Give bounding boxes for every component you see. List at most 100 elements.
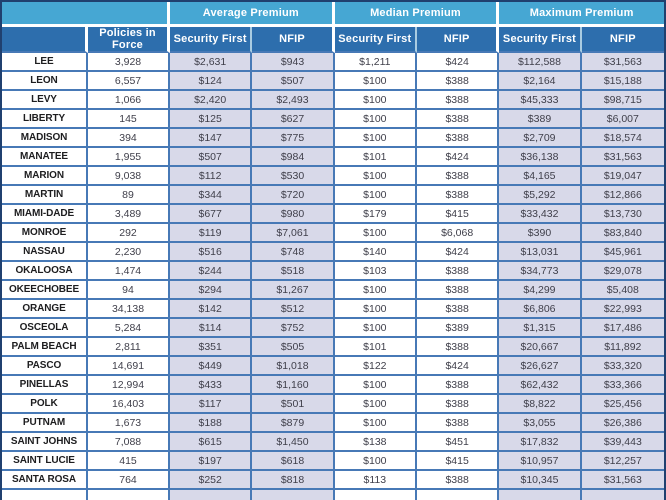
policies-cell: 6,557 bbox=[88, 72, 170, 91]
avg-nfip-cell: $2,493 bbox=[252, 91, 335, 110]
med-security-first-cell: $100 bbox=[334, 452, 417, 471]
med-nfip-cell: $388 bbox=[416, 72, 500, 91]
avg-security-first-cell: $507 bbox=[170, 148, 253, 167]
policies-cell: 16,403 bbox=[88, 395, 170, 414]
avg-nfip-cell: $720 bbox=[252, 186, 335, 205]
avg-security-first-cell: $114 bbox=[170, 319, 253, 338]
med-nfip-cell: $388 bbox=[416, 110, 500, 129]
corner-cell bbox=[2, 2, 170, 27]
table-row: PASCO 14,691 $449 $1,018 $122 $424 $26,6… bbox=[2, 357, 664, 376]
policies-cell: 1,673 bbox=[88, 414, 170, 433]
avg-security-first-cell: $344 bbox=[170, 186, 253, 205]
county-cell: PUTNAM bbox=[2, 414, 88, 433]
med-nfip-cell: $388 bbox=[416, 414, 500, 433]
table-row: SAINT LUCIE 415 $197 $618 $100 $415 $10,… bbox=[2, 452, 664, 471]
county-cell: PINELLAS bbox=[2, 376, 88, 395]
table-row: OKEECHOBEE 94 $294 $1,267 $100 $388 $4,2… bbox=[2, 281, 664, 300]
max-nfip-cell: $15,188 bbox=[581, 72, 664, 91]
med-security-first-cell: $100 bbox=[334, 281, 417, 300]
policies-cell: 3,489 bbox=[88, 205, 170, 224]
max-nfip-cell: $31,563 bbox=[581, 471, 664, 490]
avg-security-first-cell: $147 bbox=[170, 129, 253, 148]
policies-cell: 94 bbox=[88, 281, 170, 300]
avg-nfip-cell: $943 bbox=[252, 53, 335, 72]
med-security-first-cell: $100 bbox=[334, 395, 417, 414]
max-security-first-cell: $390 bbox=[499, 224, 582, 243]
group-header-maximum-premium: Maximum Premium bbox=[499, 2, 664, 27]
policies-cell: 7,088 bbox=[88, 433, 170, 452]
avg-security-first-cell: $2,631 bbox=[170, 53, 253, 72]
county-cell: SAINT LUCIE bbox=[2, 452, 88, 471]
policies-cell: 764 bbox=[88, 471, 170, 490]
table-row: OKALOOSA 1,474 $244 $518 $103 $388 $34,7… bbox=[2, 262, 664, 281]
avg-security-first-cell: $351 bbox=[170, 338, 253, 357]
avg-security-first-cell: $677 bbox=[170, 205, 253, 224]
group-header-average-premium: Average Premium bbox=[170, 2, 335, 27]
med-security-first-cell: $100 bbox=[334, 91, 417, 110]
table-row: MADISON 394 $147 $775 $100 $388 $2,709 $… bbox=[2, 129, 664, 148]
max-security-first-cell: $10,957 bbox=[499, 452, 582, 471]
max-nfip-cell: $18,574 bbox=[581, 129, 664, 148]
county-cell: SANTA ROSA bbox=[2, 471, 88, 490]
county-column-header bbox=[2, 27, 88, 53]
policies-cell: 145 bbox=[88, 110, 170, 129]
max-security-first-cell: $8,822 bbox=[499, 395, 582, 414]
max-nfip-cell: $6,007 bbox=[581, 110, 664, 129]
med-security-first-cell: $122 bbox=[334, 357, 417, 376]
avg-security-first-cell: $2,420 bbox=[170, 91, 253, 110]
max-nfip-cell: $29,078 bbox=[581, 262, 664, 281]
med-security-first-cell: $100 bbox=[334, 186, 417, 205]
table-header: Average Premium Median Premium Maximum P… bbox=[2, 2, 664, 53]
policies-cell: 9,038 bbox=[88, 167, 170, 186]
max-nfip-cell: $83,840 bbox=[581, 224, 664, 243]
max-security-first-header: Security First bbox=[499, 27, 582, 53]
county-cell: MARTIN bbox=[2, 186, 88, 205]
avg-security-first-cell: $449 bbox=[170, 357, 253, 376]
max-nfip-header: NFIP bbox=[581, 27, 664, 53]
max-nfip-cell: $31,563 bbox=[581, 148, 664, 167]
med-security-first-cell: $140 bbox=[334, 243, 417, 262]
avg-nfip-cell: $752 bbox=[252, 319, 335, 338]
avg-nfip-cell: $1,267 bbox=[252, 281, 335, 300]
med-security-first-cell: $103 bbox=[334, 262, 417, 281]
avg-security-first-cell: $197 bbox=[170, 452, 253, 471]
med-nfip-cell: $388 bbox=[416, 471, 500, 490]
med-security-first-cell: $100 bbox=[334, 319, 417, 338]
max-security-first-cell: $62,432 bbox=[499, 376, 582, 395]
max-nfip-cell: $13,730 bbox=[581, 205, 664, 224]
avg-security-first-cell: $117 bbox=[170, 395, 253, 414]
avg-nfip-cell: $7,061 bbox=[252, 224, 335, 243]
med-nfip-cell: $388 bbox=[416, 129, 500, 148]
med-security-first-cell: $101 bbox=[334, 338, 417, 357]
table-row: LEVY 1,066 $2,420 $2,493 $100 $388 $45,3… bbox=[2, 91, 664, 110]
avg-nfip-cell: $1,018 bbox=[252, 357, 335, 376]
max-security-first-cell: $2,164 bbox=[499, 72, 582, 91]
med-nfip-cell: $388 bbox=[416, 300, 500, 319]
med-security-first-cell: $138 bbox=[334, 433, 417, 452]
max-security-first-cell: $4,299 bbox=[499, 281, 582, 300]
table-row: MANATEE 1,955 $507 $984 $101 $424 $36,13… bbox=[2, 148, 664, 167]
policies-in-force-header: Policies in Force bbox=[88, 27, 170, 53]
med-security-first-cell: $100 bbox=[334, 110, 417, 129]
avg-nfip-cell: $879 bbox=[252, 414, 335, 433]
med-security-first-cell: $100 bbox=[334, 167, 417, 186]
max-security-first-cell: $1,315 bbox=[499, 319, 582, 338]
max-security-first-cell: $36,138 bbox=[499, 148, 582, 167]
policies-cell: 5,284 bbox=[88, 319, 170, 338]
table-row: LIBERTY 145 $125 $627 $100 $388 $389 $6,… bbox=[2, 110, 664, 129]
med-nfip-cell bbox=[416, 490, 500, 500]
table-row: LEE 3,928 $2,631 $943 $1,211 $424 $112,5… bbox=[2, 53, 664, 72]
policies-cell: 415 bbox=[88, 452, 170, 471]
policies-cell: 2,230 bbox=[88, 243, 170, 262]
county-cell: LEON bbox=[2, 72, 88, 91]
med-security-first-cell: $100 bbox=[334, 300, 417, 319]
avg-security-first-cell: $112 bbox=[170, 167, 253, 186]
med-security-first-cell: $100 bbox=[334, 129, 417, 148]
table-row: MIAMI-DADE 3,489 $677 $980 $179 $415 $33… bbox=[2, 205, 664, 224]
avg-security-first-cell: $244 bbox=[170, 262, 253, 281]
max-security-first-cell: $33,432 bbox=[499, 205, 582, 224]
avg-nfip-cell: $775 bbox=[252, 129, 335, 148]
avg-nfip-cell: $507 bbox=[252, 72, 335, 91]
group-header-median-premium: Median Premium bbox=[334, 2, 500, 27]
